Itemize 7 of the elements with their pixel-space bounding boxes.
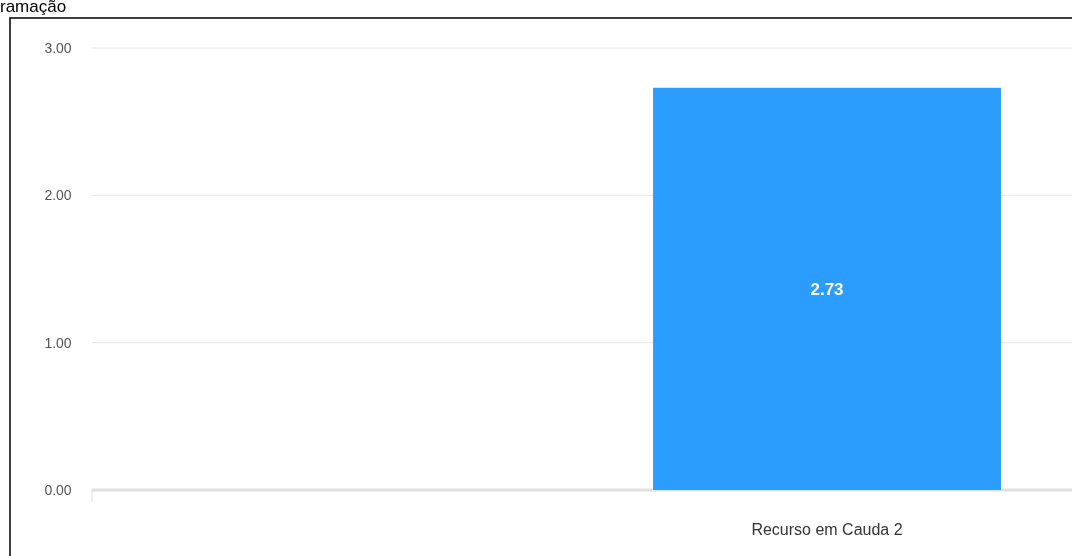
data-label: 2.73 [810,279,844,299]
y-tick-label: 0.00 [44,482,72,498]
y-tick-label: 2.00 [44,187,72,204]
chart-title: ramação [0,0,67,16]
y-tick-label: 1.00 [44,334,72,351]
x-tick-label: Recurso em Cauda 2 [751,521,903,538]
y-tick-label: 3.00 [44,40,72,56]
